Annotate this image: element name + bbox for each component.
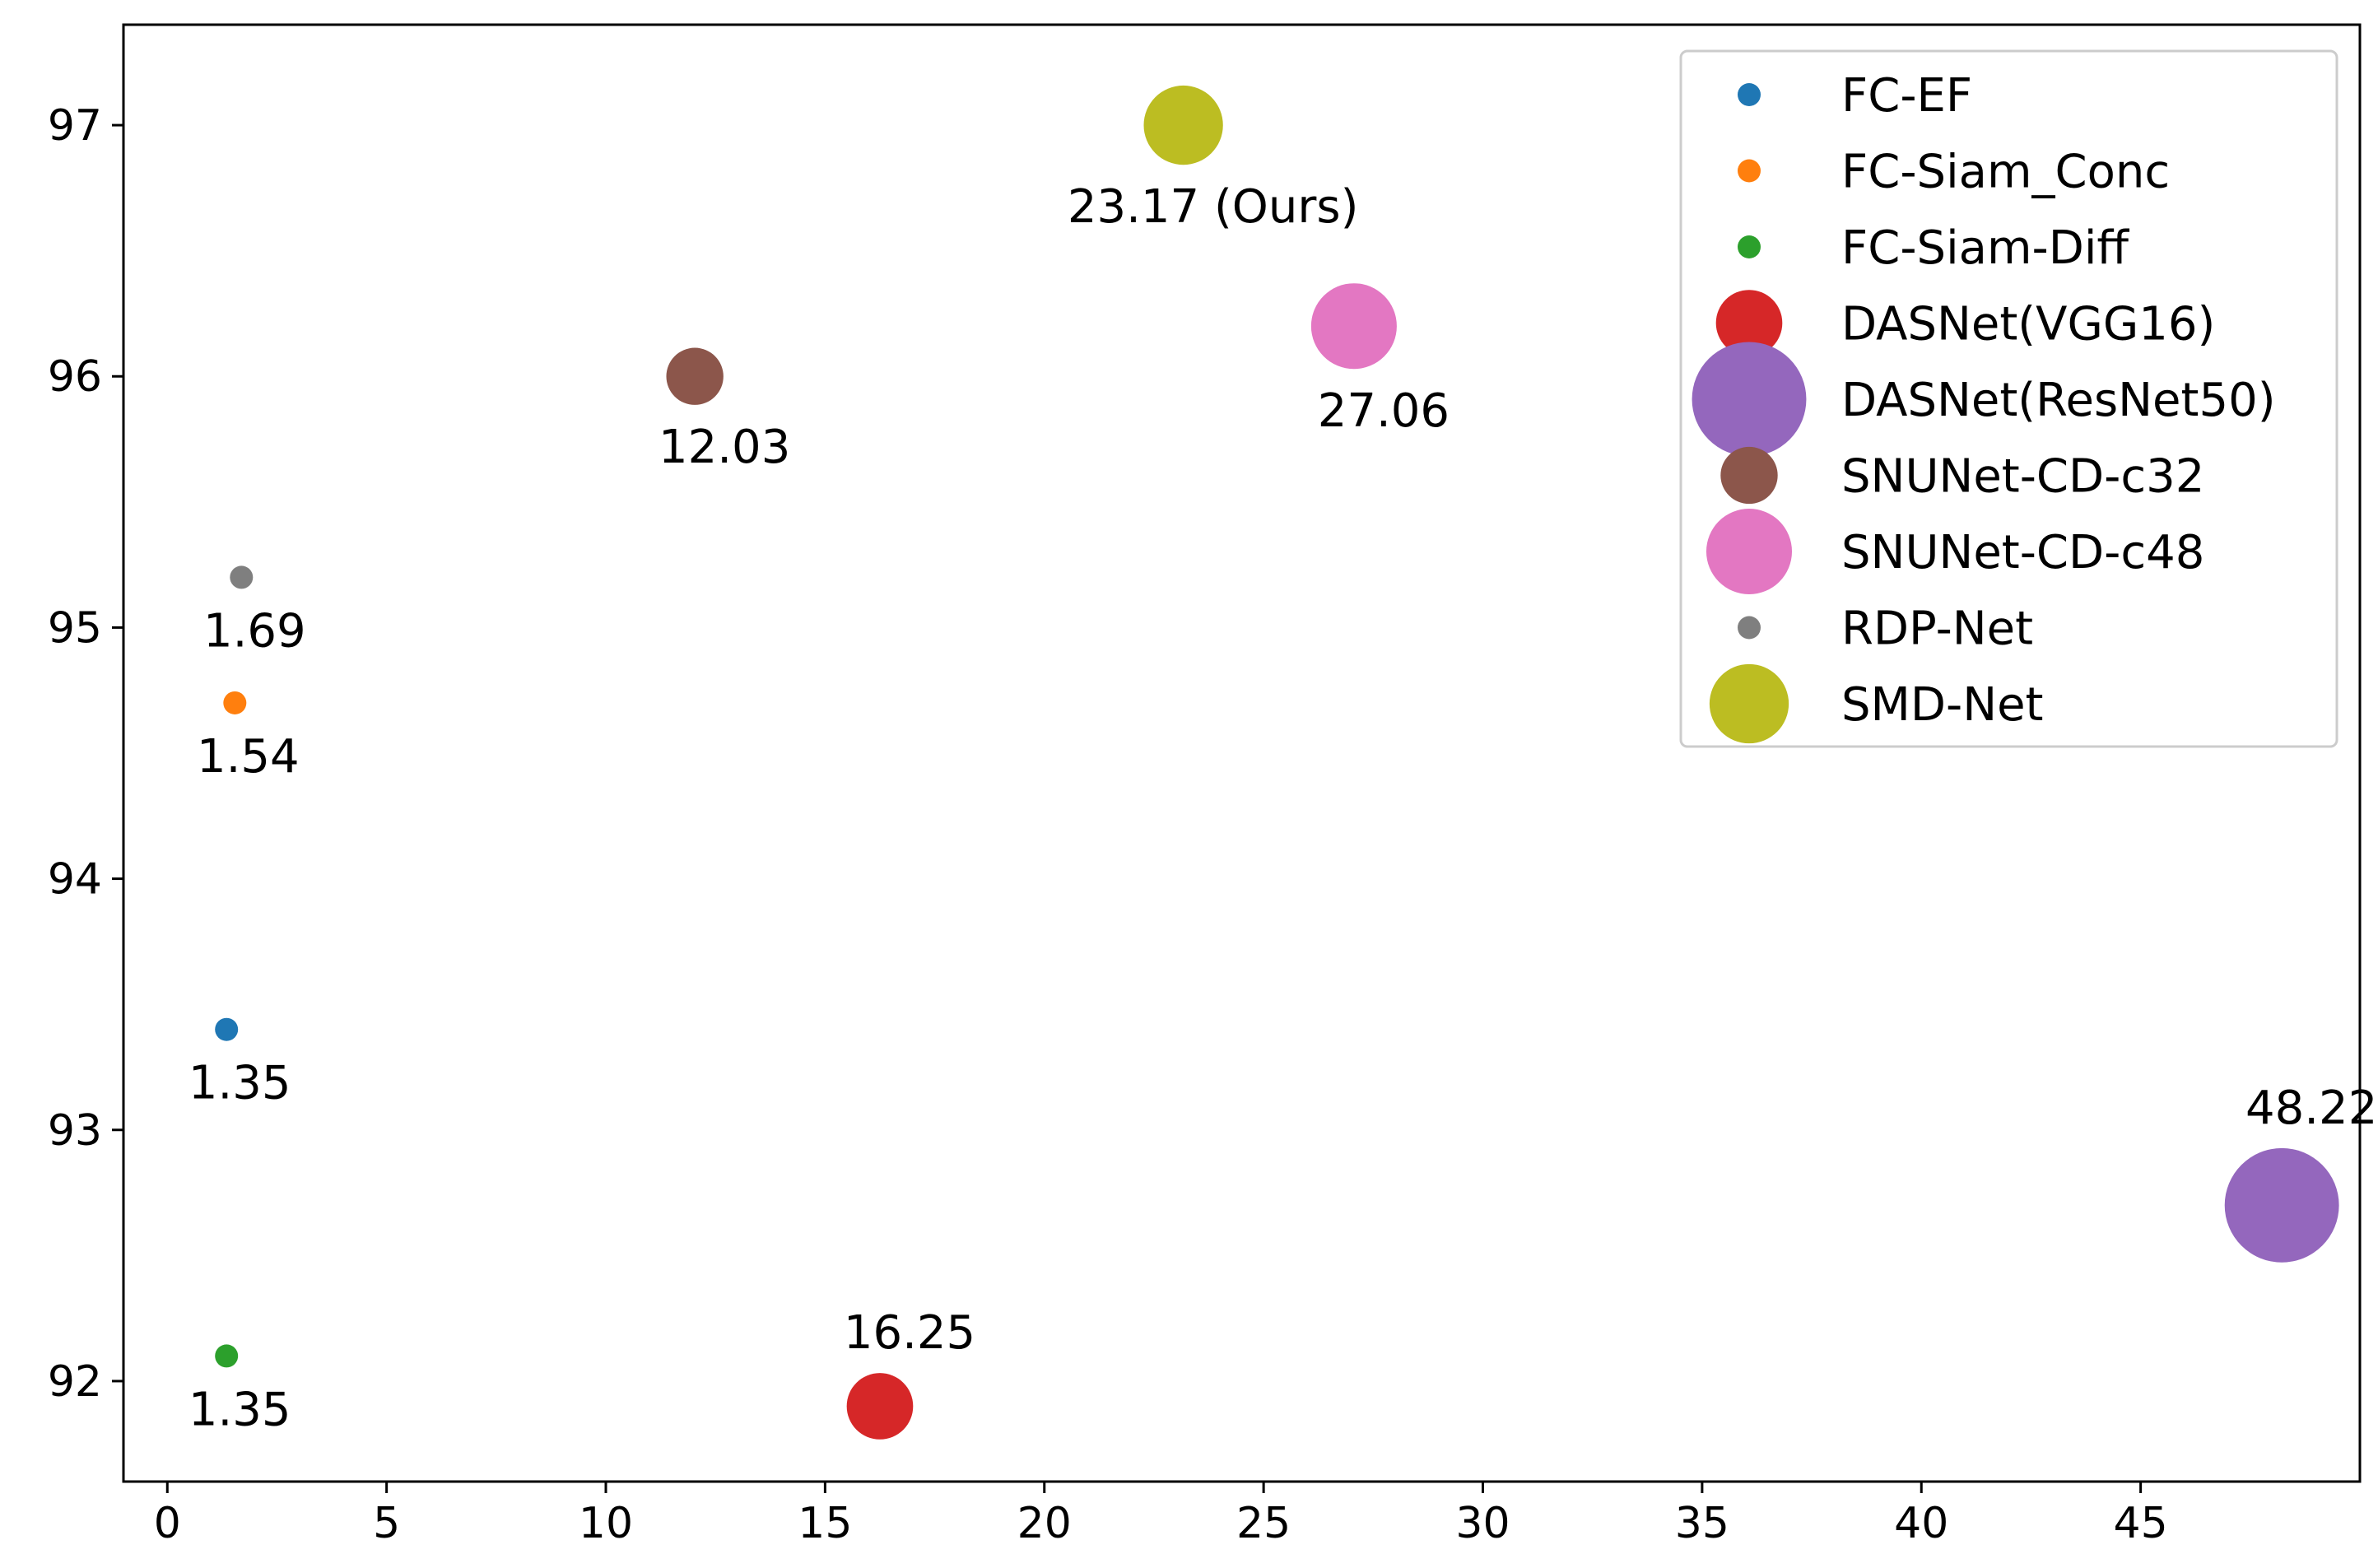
data-points: [215, 85, 2339, 1440]
legend-marker: [1715, 290, 1783, 356]
legend-entry-label: FC-EF: [1841, 69, 1972, 123]
data-labels: 1.35 1.54 1.35 16.25 48.22 12.03 27.06 1.69 23.1…: [188, 180, 2377, 1436]
point-fc-siam-conc: [223, 691, 247, 714]
legend-entry-label: DASNet(VGG16): [1841, 298, 2215, 351]
legend-entry-label: SMD-Net: [1841, 678, 2044, 732]
y-tick-label: 95: [48, 603, 102, 653]
legend: FC-EF FC-Siam_Conc FC-Siam-Diff DASNet(VGG1…: [1679, 49, 2338, 748]
legend-marker: [1738, 616, 1761, 640]
x-tick-label: 20: [1017, 1499, 1072, 1548]
data-label: 27.06: [1318, 384, 1450, 438]
point-dasnet-resnet50-: [2224, 1147, 2339, 1263]
x-tick-label: 0: [154, 1499, 181, 1548]
data-label: 48.22: [2245, 1082, 2377, 1135]
x-tick-label: 35: [1675, 1499, 1729, 1548]
y-tick-label: 92: [48, 1357, 102, 1407]
legend-marker: [1738, 83, 1761, 106]
legend-marker: [1738, 235, 1761, 258]
x-tick-label: 15: [798, 1499, 852, 1548]
legend-entry-label: FC-Siam-Diff: [1841, 221, 2129, 275]
legend-marker: [1709, 663, 1789, 744]
legend-entry-label: RDP-Net: [1841, 603, 2033, 656]
x-axis: 0 5 10 15 20 25 30 35 40 45: [154, 1482, 2168, 1548]
plot-frame: [122, 23, 2362, 1483]
legend-marker: [1720, 446, 1778, 505]
legend-marker: [1692, 342, 1807, 457]
point-rdp-net: [230, 565, 254, 589]
legend-box: [1679, 49, 2338, 748]
x-tick-label: 40: [1894, 1499, 1948, 1548]
legend-entry-label: SNUNet-CD-c48: [1841, 526, 2204, 579]
y-tick-label: 96: [48, 352, 102, 402]
x-tick-label: 10: [579, 1499, 633, 1548]
y-axis: 92 93 94 95 96 97: [48, 101, 123, 1407]
data-label: 23.17 (Ours): [1068, 180, 1359, 234]
point-fc-ef: [215, 1017, 239, 1041]
legend-entry-label: SNUNet-CD-c32: [1841, 450, 2204, 504]
legend-entry-label: DASNet(ResNet50): [1841, 374, 2276, 427]
legend-entry-label: FC-Siam_Conc: [1841, 146, 2170, 199]
point-snunet-cd-c48: [1310, 283, 1397, 370]
data-label: 1.69: [203, 604, 306, 658]
data-label: 12.03: [658, 421, 790, 474]
x-tick-label: 25: [1236, 1499, 1291, 1548]
x-tick-label: 30: [1455, 1499, 1510, 1548]
data-label: 1.35: [188, 1383, 291, 1436]
y-tick-label: 93: [48, 1106, 102, 1156]
point-dasnet-vgg16-: [846, 1373, 914, 1440]
x-tick-label: 5: [373, 1499, 400, 1548]
y-tick-label: 97: [48, 101, 102, 151]
legend-marker: [1706, 508, 1793, 595]
x-tick-label: 45: [2114, 1499, 2168, 1548]
data-label: 1.54: [197, 730, 300, 784]
data-label: 16.25: [844, 1306, 975, 1360]
point-snunet-cd-c32: [666, 347, 724, 405]
point-fc-siam-diff: [215, 1344, 239, 1368]
y-tick-label: 94: [48, 855, 102, 905]
point-smd-net: [1143, 85, 1223, 165]
legend-marker: [1738, 159, 1761, 183]
data-label: 1.35: [188, 1057, 291, 1110]
